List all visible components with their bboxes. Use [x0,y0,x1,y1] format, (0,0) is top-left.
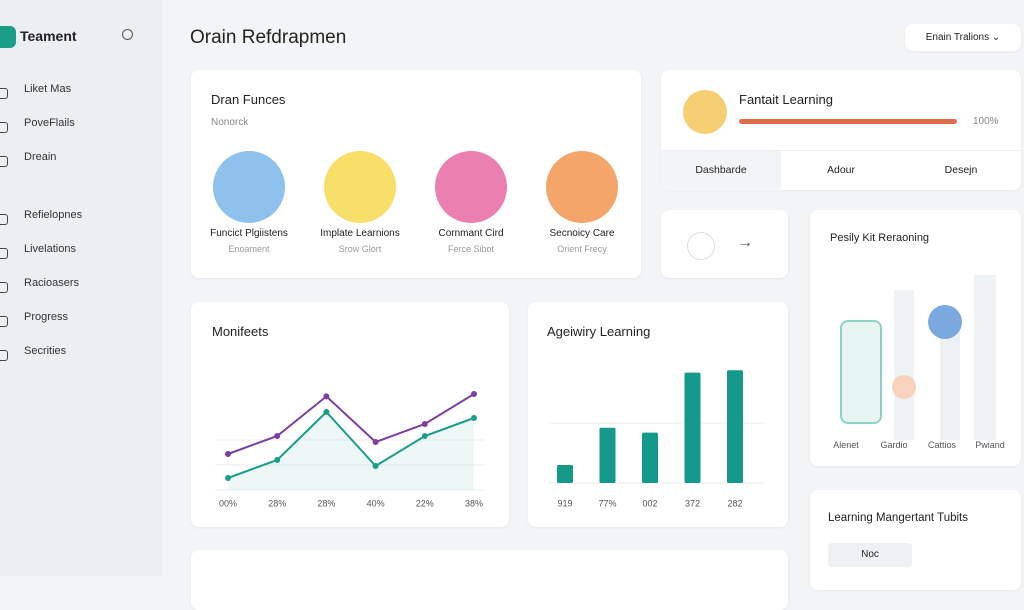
tab[interactable]: Adour [826,164,856,176]
chart-title: Ageiwiry Learning [547,324,651,339]
course-image[interactable] [546,151,618,223]
progress-title: Fantait Learning [739,92,833,107]
chart-title: Monifeets [212,324,269,339]
decor [894,290,914,440]
course-sub: Srow Glort [338,244,382,254]
brand: Teament [20,28,77,44]
sidebar: Teament Liket Mas PoveFlails Dreain Refielo… [0,0,162,576]
nav-icon [0,248,8,259]
progress-bar [739,119,957,124]
course-image[interactable] [324,151,396,223]
nav-item[interactable]: Racioasers [24,277,80,289]
user-icon [687,232,715,260]
courses-card: Dran Funces Nonorck Funcict Plgiistens En… [191,70,641,278]
nav-item[interactable]: Dreain [24,151,57,163]
button-label: Enain Tralions [925,32,990,43]
card-title: Dran Funces [211,92,286,107]
decor [928,305,962,339]
skill-label: Cattios [927,440,956,450]
skill-label: Gardio [880,440,908,450]
tubits-title: Learning Mangertant Tubits [828,512,969,524]
skills-card: Pesily Kit Reraoning Alenet Gardio Cattios… [810,210,1021,466]
skill-label: Pwiand [975,440,1005,450]
bar-card: Ageiwiry Learning [528,302,788,527]
course-title: Cornmant Cird [438,228,504,239]
skills-title: Pesily Kit Reraoning [830,232,930,244]
decor [974,275,996,440]
nav-icon [0,214,8,225]
line-card: Monifeets [191,302,509,527]
logo [0,26,16,48]
nav-item[interactable]: Liket Mas [24,83,72,95]
progress-label: 100% [973,116,999,127]
search-icon[interactable] [122,29,133,40]
nav-icon [0,122,8,133]
tabs: Dashbarde Adour Desejn [661,150,1021,191]
course-sub: Orient Frecy [557,244,607,254]
avatar [683,90,727,134]
tab[interactable]: Desejn [944,164,978,176]
course-image[interactable] [435,151,507,223]
course-image[interactable] [213,151,285,223]
course-title: Implate Learnions [320,228,400,239]
nav-icon [0,316,8,327]
page-title: Orain Refdrapmen [190,27,347,48]
action-card[interactable]: → [661,210,788,278]
progress-track [739,119,957,124]
nav-item[interactable]: PoveFlails [24,117,75,129]
tubits-card: Learning Mangertant Tubits Noc [810,490,1021,590]
decor [892,375,916,399]
progress-card: Fantait Learning 100% Dashbarde Adour Dese… [661,70,1021,191]
nav-item[interactable]: Livelations [24,243,76,255]
nav-icon [0,156,8,167]
course-sub: Ferce Sibot [447,244,495,254]
tubits-button[interactable]: Noc [828,543,912,567]
nav-icon [0,88,8,99]
nav-item[interactable]: Refielopnes [24,209,83,221]
course-sub: Enoament [228,244,270,254]
header-button[interactable]: Enain Tralions ⌄ [905,24,1021,51]
card-subtitle: Nonorck [211,117,249,128]
nav-item[interactable]: Progress [24,311,69,323]
skill-label: Alenet [833,440,859,450]
course-title: Funcict Plgiistens [210,228,288,239]
nav-icon [0,282,8,293]
bottom-card [191,550,788,610]
nav-icon [0,350,8,361]
decor [940,320,960,440]
arrow-icon: → [737,234,753,251]
nav-item[interactable]: Secrities [24,345,67,357]
phone-illustration [840,320,882,424]
tab[interactable]: Dashbarde [661,151,781,191]
course-title: Secnoicy Care [549,228,615,239]
